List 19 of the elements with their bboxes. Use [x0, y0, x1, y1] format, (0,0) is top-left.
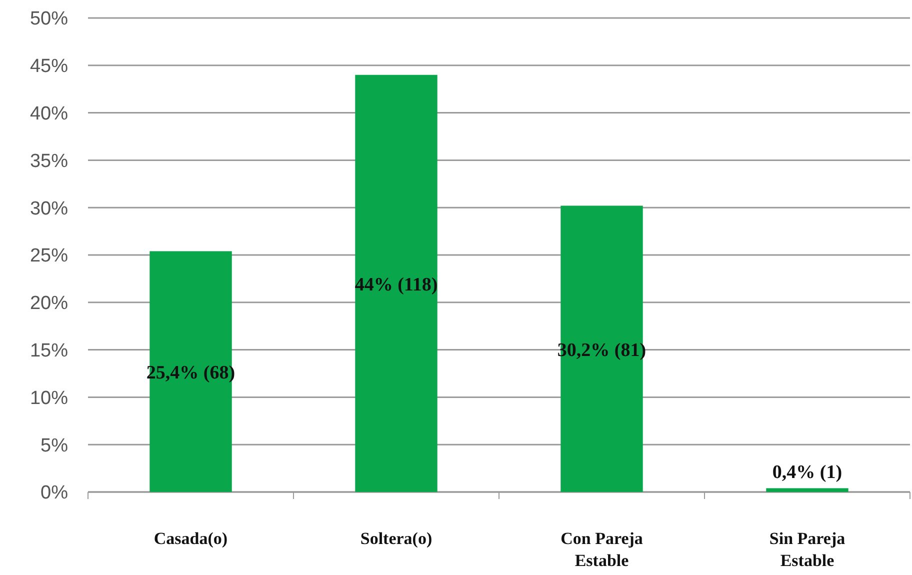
- data-label: 0,4% (1): [772, 462, 842, 484]
- y-tick-label: 40%: [30, 103, 68, 124]
- x-tick-label: Con Pareja Estable: [560, 529, 644, 570]
- y-tick-label: 10%: [30, 388, 68, 409]
- bar: [355, 74, 438, 492]
- y-tick-label: 15%: [30, 340, 68, 362]
- x-tick-label: Soltera(o): [360, 529, 432, 548]
- bar: [766, 488, 848, 492]
- x-tick-label: Casada(o): [154, 529, 228, 548]
- x-tick-label: Sin Pareja Estable: [769, 529, 846, 570]
- y-tick-label: 30%: [30, 198, 68, 220]
- y-tick-label: 50%: [30, 8, 68, 30]
- y-tick-label: 0%: [40, 482, 68, 504]
- data-label: 44% (118): [354, 274, 438, 296]
- y-tick-label: 45%: [30, 56, 68, 78]
- y-tick-label: 20%: [30, 293, 68, 314]
- y-tick-label: 25%: [30, 246, 68, 267]
- y-tick-label: 35%: [30, 150, 68, 172]
- y-tick-label: 5%: [40, 435, 68, 456]
